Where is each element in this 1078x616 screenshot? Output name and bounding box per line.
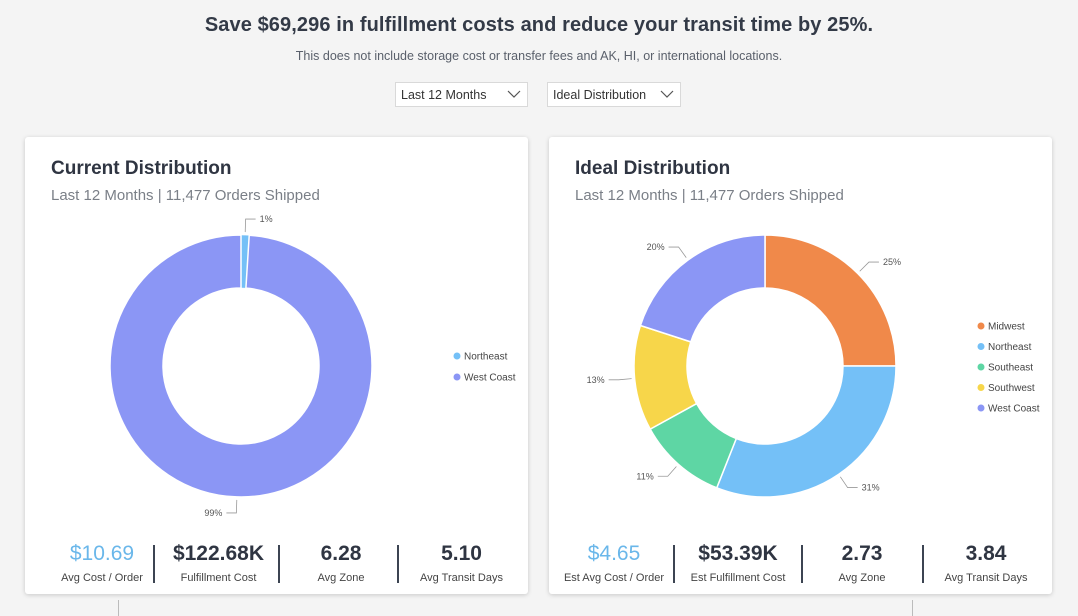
slice-label-northeast: 1%: [260, 214, 273, 224]
leader-line: [657, 466, 677, 477]
stat-avg-cost: $10.69 Avg Cost / Order: [47, 542, 157, 584]
card-subtitle: Last 12 Months | 11,477 Orders Shipped: [51, 187, 320, 204]
leader-line: [859, 261, 879, 272]
stat-value: 6.28: [320, 542, 362, 565]
stat-divider: [801, 545, 803, 583]
stat-avg-zone: 2.73 Avg Zone: [807, 542, 917, 584]
stat-value: $4.65: [587, 542, 641, 565]
slice-west-coast[interactable]: [109, 234, 373, 498]
stat-value: $53.39K: [698, 542, 778, 565]
stat-divider: [922, 545, 924, 583]
stat-label: Avg Transit Days: [420, 572, 503, 584]
card-title: Ideal Distribution: [575, 158, 731, 179]
leader-line: [668, 246, 687, 258]
legend-dot-southeast: [977, 363, 985, 371]
stat-est-fulfillment-cost: $53.39K Est Fulfillment Cost: [679, 542, 797, 584]
slice-label-west-coast: 20%: [647, 242, 665, 252]
distribution-dropdown[interactable]: Ideal Distribution: [547, 82, 681, 107]
stat-est-avg-cost: $4.65 Est Avg Cost / Order: [559, 542, 669, 584]
current-donut-chart: 1% 99% Northeast West Coast: [109, 214, 516, 518]
slice-label-southwest: 13%: [587, 375, 605, 385]
savings-headline: Save $69,296 in fulfillment costs and re…: [204, 14, 874, 36]
stat-fulfillment-cost: $122.68K Fulfillment Cost: [161, 542, 276, 584]
stat-value: 3.84: [965, 542, 1007, 565]
stat-divider: [673, 545, 675, 583]
distribution-dropdown-value: Ideal Distribution: [553, 87, 647, 102]
bottom-divider: [912, 600, 913, 616]
savings-disclaimer: This does not include storage cost or tr…: [295, 49, 783, 63]
ideal-stats: $4.65 Est Avg Cost / Order $53.39K Est F…: [549, 542, 1052, 592]
legend-dot-northeast: [977, 343, 985, 350]
stat-avg-zone: 6.28 Avg Zone: [285, 542, 397, 584]
stat-label: Avg Transit Days: [944, 572, 1028, 584]
stat-value: $10.69: [69, 542, 135, 565]
current-distribution-card: Current Distribution Last 12 Months | 11…: [25, 137, 528, 594]
legend-item-southwest[interactable]: Southwest: [988, 383, 1035, 394]
stat-label: Est Fulfillment Cost: [690, 572, 786, 584]
legend-item-southeast[interactable]: Southeast: [988, 363, 1033, 374]
stat-divider: [397, 545, 399, 583]
stat-value: 5.10: [441, 542, 482, 565]
ideal-distribution-card: Ideal Distribution Last 12 Months | 11,4…: [549, 137, 1052, 594]
stat-label: Avg Zone: [838, 572, 886, 584]
legend-dot-southwest: [977, 384, 985, 391]
stat-label: Fulfillment Cost: [180, 572, 257, 584]
current-stats: $10.69 Avg Cost / Order $122.68K Fulfill…: [25, 542, 528, 592]
leader-line: [244, 218, 256, 233]
slice-west-coast[interactable]: [639, 234, 766, 343]
legend-item-west-coast[interactable]: West Coast: [988, 404, 1040, 415]
legend-dot-west-coast: [453, 373, 461, 381]
card-title: Current Distribution: [51, 158, 232, 179]
chevron-down-icon: [507, 90, 521, 98]
legend-item-northeast[interactable]: Northeast: [464, 352, 508, 363]
chevron-down-icon: [660, 90, 674, 98]
legend-dot-west-coast: [977, 404, 985, 412]
slice-northeast[interactable]: [715, 365, 897, 498]
leader-line: [226, 499, 238, 514]
stat-avg-transit: 5.10 Avg Transit Days: [405, 542, 518, 584]
ideal-donut-chart: 25% 31% 11% 13% 20% Midwest Northeast Southeast…: [587, 234, 1040, 498]
legend-item-midwest[interactable]: Midwest: [988, 322, 1025, 333]
slice-label-southeast: 11%: [636, 471, 653, 481]
slice-midwest[interactable]: [764, 234, 897, 367]
stat-value: $122.68K: [172, 542, 265, 565]
legend-item-northeast[interactable]: Northeast: [988, 342, 1032, 353]
stat-label: Est Avg Cost / Order: [563, 572, 665, 584]
slice-label-west-coast: 99%: [204, 508, 222, 518]
bottom-divider: [118, 600, 119, 616]
legend-dot-northeast: [453, 352, 461, 360]
card-subtitle: Last 12 Months | 11,477 Orders Shipped: [575, 187, 844, 204]
slice-label-northeast: 31%: [862, 483, 880, 493]
stat-label: Avg Zone: [317, 572, 365, 584]
leader-line: [839, 476, 858, 488]
stat-divider: [153, 545, 155, 583]
stat-value: 2.73: [841, 542, 883, 565]
period-dropdown-value: Last 12 Months: [401, 87, 487, 102]
period-dropdown[interactable]: Last 12 Months: [395, 82, 528, 107]
leader-line: [608, 378, 632, 381]
stat-label: Avg Cost / Order: [61, 572, 143, 584]
legend-dot-midwest: [977, 322, 985, 330]
slice-label-midwest: 25%: [883, 257, 901, 267]
stat-avg-transit: 3.84 Avg Transit Days: [929, 542, 1043, 584]
legend-item-west-coast[interactable]: West Coast: [464, 373, 516, 384]
stat-divider: [278, 545, 280, 583]
